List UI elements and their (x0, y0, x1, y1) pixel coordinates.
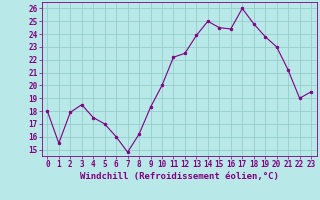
X-axis label: Windchill (Refroidissement éolien,°C): Windchill (Refroidissement éolien,°C) (80, 172, 279, 181)
